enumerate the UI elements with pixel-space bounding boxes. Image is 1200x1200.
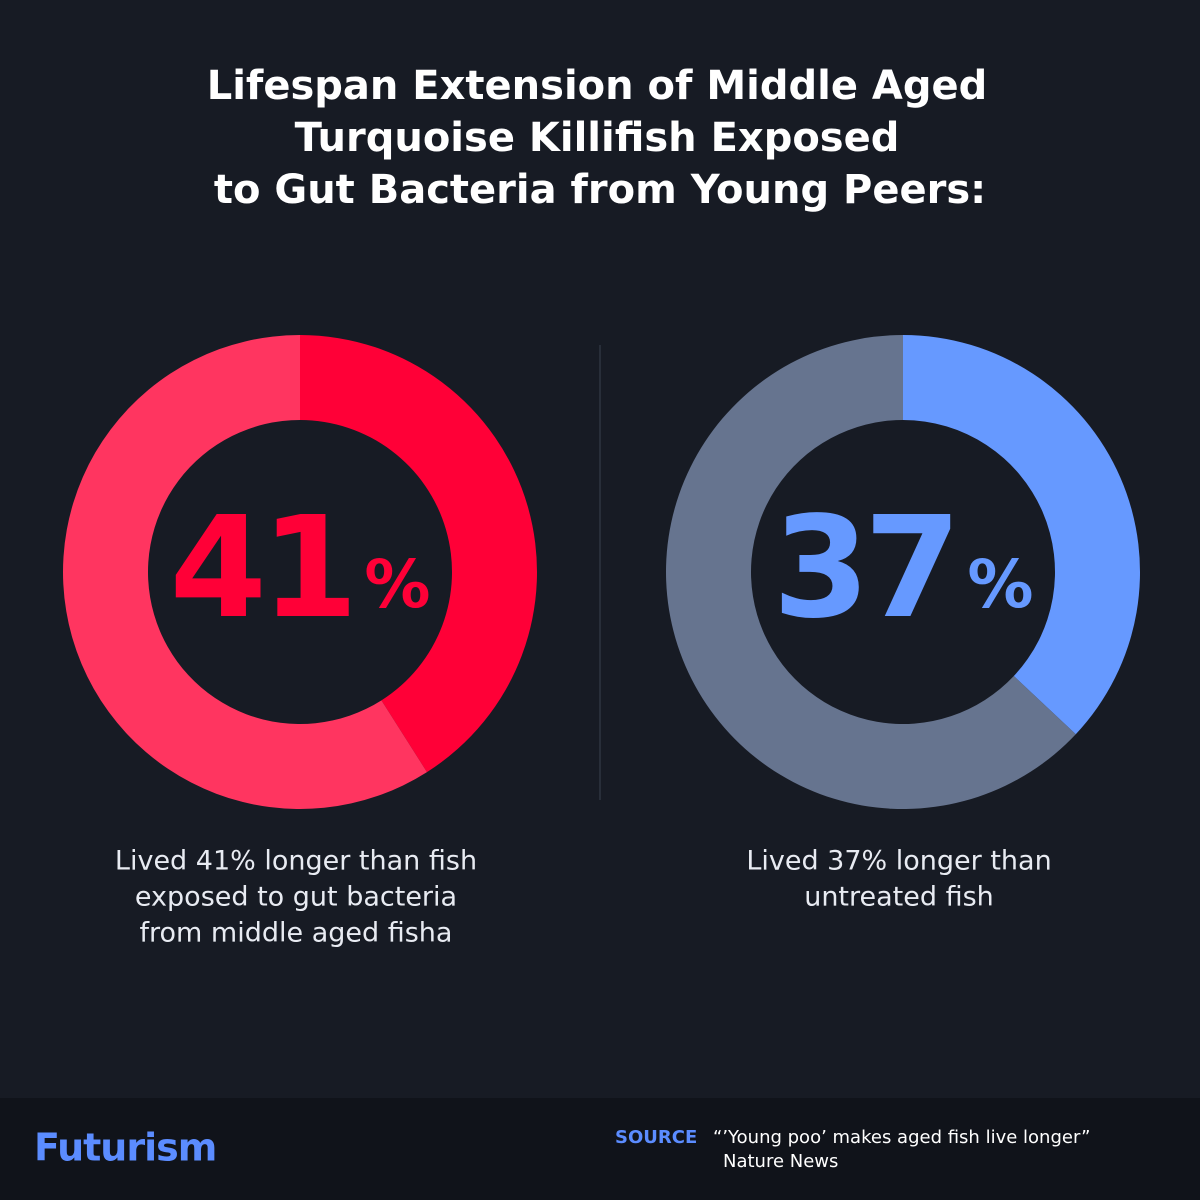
footer-bar: [0, 1098, 1200, 1200]
title-line: to Gut Bacteria from Young Peers:: [214, 167, 986, 213]
caption-line: exposed to gut bacteria: [135, 882, 457, 913]
source-publisher: Nature News: [723, 1151, 838, 1172]
title-line: Turquoise Killifish Exposed: [295, 115, 900, 161]
caption-line: untreated fish: [804, 882, 994, 913]
caption-line: from middle aged fisha: [140, 918, 453, 949]
caption-line: Lived 37% longer than: [746, 846, 1051, 877]
title-line: Lifespan Extension of Middle Aged: [207, 63, 988, 109]
donut-segment: [300, 335, 537, 773]
value-label: 41%: [170, 487, 431, 650]
donut-segment: [903, 335, 1140, 735]
source-title: “’Young poo’ makes aged fish live longer…: [713, 1127, 1090, 1148]
donut-segment: [666, 335, 1076, 809]
brand-logo: Futurism: [34, 1126, 216, 1170]
source-label: SOURCE: [615, 1127, 697, 1148]
donut-segment: [62, 335, 427, 809]
caption-line: Lived 41% longer than fish: [115, 846, 477, 877]
value-label: 37%: [773, 487, 1034, 650]
